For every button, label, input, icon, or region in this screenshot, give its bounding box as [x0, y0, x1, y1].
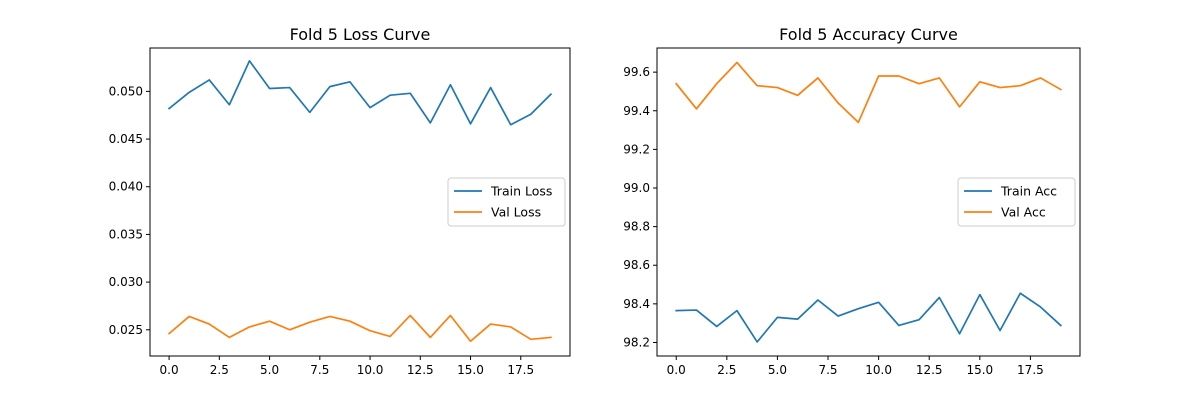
y-tick-label: 0.030 [109, 275, 143, 289]
chart-title: Fold 5 Loss Curve [290, 25, 431, 44]
plot-area-frame [149, 47, 571, 357]
legend-box [957, 177, 1076, 227]
y-tick-label: 98.6 [623, 258, 650, 272]
x-tick-label: 10.0 [357, 363, 384, 377]
y-tick-label: 99.6 [623, 65, 650, 79]
y-tick-label: 98.8 [623, 220, 650, 234]
plot-area-frame [656, 47, 1081, 357]
legend-label: Train Loss [490, 184, 552, 199]
x-tick-label: 15.0 [457, 363, 484, 377]
y-tick-label: 0.050 [109, 84, 143, 98]
y-tick-label: 98.4 [623, 297, 650, 311]
legend-label: Val Acc [1001, 205, 1046, 220]
legend-label: Train Acc [1000, 184, 1057, 199]
y-tick-label: 99.2 [623, 142, 650, 156]
legend: Train Loss Val Loss [447, 177, 566, 227]
chart-2: Fold 5 Accuracy Curve 0.0 2.5 5.0 7.5 10.0 12.… [623, 25, 1081, 377]
x-tick-label: 0.0 [667, 363, 686, 377]
x-tick-label: 10.0 [865, 363, 892, 377]
chart-title: Fold 5 Accuracy Curve [779, 25, 958, 44]
x-tick-label: 7.5 [818, 363, 837, 377]
x-tick-label: 0.0 [160, 363, 179, 377]
chart-1: Fold 5 Loss Curve 0.0 2.5 5.0 7.5 10.0 12.5 15.… [109, 25, 571, 377]
x-tick-label: 5.0 [768, 363, 787, 377]
legend-label: Val Loss [491, 205, 541, 220]
y-tick-label: 0.035 [109, 227, 143, 241]
legend-box [447, 177, 566, 227]
series-line-train-acc [675, 292, 1062, 343]
x-tick-label: 2.5 [210, 363, 229, 377]
x-tick-label: 12.5 [407, 363, 434, 377]
y-tick-label: 0.025 [109, 323, 143, 337]
y-tick-label: 99.0 [623, 181, 650, 195]
y-tick-label: 0.040 [109, 180, 143, 194]
series-line-val-loss [167, 314, 552, 343]
x-tick-label: 2.5 [717, 363, 736, 377]
y-tick-label: 0.045 [109, 132, 143, 146]
x-tick-label: 7.5 [310, 363, 329, 377]
series-line-val-acc [675, 61, 1062, 124]
x-tick-label: 12.5 [916, 363, 943, 377]
y-tick-label: 98.2 [623, 335, 650, 349]
x-tick-label: 5.0 [260, 363, 279, 377]
x-tick-label: 17.5 [1017, 363, 1044, 377]
series-line-train-loss [167, 60, 553, 126]
legend: Train Acc Val Acc [957, 177, 1076, 227]
x-tick-label: 15.0 [966, 363, 993, 377]
y-tick-label: 99.4 [623, 104, 650, 118]
x-tick-label: 17.5 [507, 363, 534, 377]
